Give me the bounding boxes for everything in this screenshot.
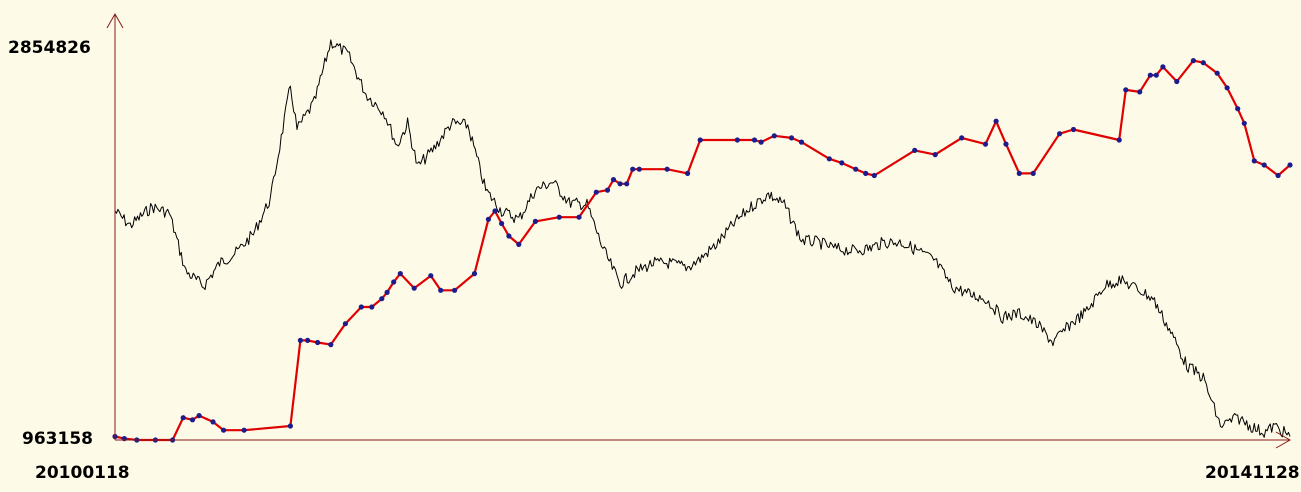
y-axis-arrow	[106, 12, 124, 29]
series-2-point	[452, 287, 458, 293]
series-2-point	[532, 218, 539, 224]
series-2-point	[485, 216, 491, 222]
series-2-point	[610, 177, 617, 183]
series-2-point	[685, 170, 691, 176]
series-2-point	[839, 160, 845, 166]
series-2-point	[1153, 72, 1159, 78]
x-axis-arrow	[1275, 431, 1292, 449]
series-2-point	[1116, 137, 1122, 143]
series-2-point	[993, 118, 999, 124]
series-2-point	[287, 423, 293, 429]
series-2-point	[630, 166, 636, 172]
series-layer	[112, 39, 1293, 443]
series-2-point	[369, 304, 375, 310]
series-2-point	[912, 147, 918, 153]
series-2-point	[1137, 89, 1143, 95]
series-2-point	[1147, 72, 1153, 78]
series-2-point	[1003, 141, 1009, 147]
series-2-point	[664, 166, 670, 172]
axes	[106, 12, 1292, 449]
series-2-point	[411, 285, 417, 291]
series-2-point	[397, 271, 403, 277]
series-2-point	[1261, 162, 1267, 168]
x-end-label: 20141128	[1205, 463, 1300, 483]
series-2-point	[959, 135, 965, 141]
series-2-point	[379, 296, 385, 302]
series-2-point	[593, 189, 599, 195]
series-2-point	[189, 417, 196, 423]
series-2-point	[241, 427, 247, 433]
y-max-label: 2854826	[8, 38, 91, 58]
series-2-point	[1287, 162, 1293, 168]
series-2-point	[853, 166, 859, 172]
series-2-point	[492, 208, 498, 214]
series-2-point	[384, 289, 390, 295]
series-2-point	[328, 342, 334, 348]
series-2-point	[982, 141, 989, 147]
series-2-point	[734, 137, 740, 143]
series-2-point	[1251, 158, 1257, 164]
series-2-point	[826, 156, 832, 162]
series-2-point	[932, 152, 938, 158]
series-2-point	[556, 214, 562, 220]
series-2-point	[210, 419, 216, 425]
series-2-point	[1030, 170, 1036, 176]
series-2-point	[1057, 131, 1063, 137]
series-2-point	[1275, 172, 1281, 179]
series-2-point	[798, 139, 805, 145]
series-2-point	[863, 170, 869, 176]
series-2-point	[751, 137, 758, 143]
series-2-point	[196, 413, 202, 419]
series-2-point	[1241, 120, 1247, 126]
series-2-point	[771, 133, 777, 139]
series-2-point	[471, 271, 478, 277]
series-2-point	[315, 339, 321, 346]
series-2-point	[342, 321, 348, 327]
series-2-point	[871, 172, 877, 179]
series-2-point	[358, 304, 364, 310]
series-2-point	[758, 139, 764, 145]
y-min-label: 963158	[22, 429, 93, 449]
series-2-point	[428, 273, 434, 279]
series-2-point	[438, 287, 444, 293]
series-2-point	[624, 181, 630, 187]
series-2-point	[180, 415, 186, 421]
series-2-point	[1123, 87, 1129, 93]
series-2-point	[1224, 85, 1230, 91]
series-2-point	[697, 137, 703, 143]
series-2-point	[499, 220, 505, 227]
series-2-point	[506, 233, 512, 239]
series-2-point	[1200, 60, 1206, 66]
series-2-point	[1070, 126, 1077, 133]
series-2-point	[604, 187, 611, 193]
x-start-label: 20100118	[35, 463, 130, 483]
series-2-point	[297, 337, 303, 343]
series-2-point	[1190, 58, 1196, 64]
series-2-point	[391, 279, 397, 285]
series-2-point	[1160, 64, 1166, 70]
series-2-point	[221, 427, 227, 433]
series-2-point	[636, 166, 642, 172]
series-2-point	[788, 135, 795, 141]
series-2-point	[1235, 106, 1241, 112]
series-2-point	[1214, 70, 1220, 76]
series-2-point	[1174, 78, 1180, 85]
series-2-point	[1016, 170, 1022, 176]
series-1-line	[114, 39, 1291, 438]
series-2-point	[516, 241, 522, 247]
series-2-point	[576, 214, 582, 220]
series-2-point	[305, 337, 311, 343]
series-2-point	[617, 181, 623, 187]
